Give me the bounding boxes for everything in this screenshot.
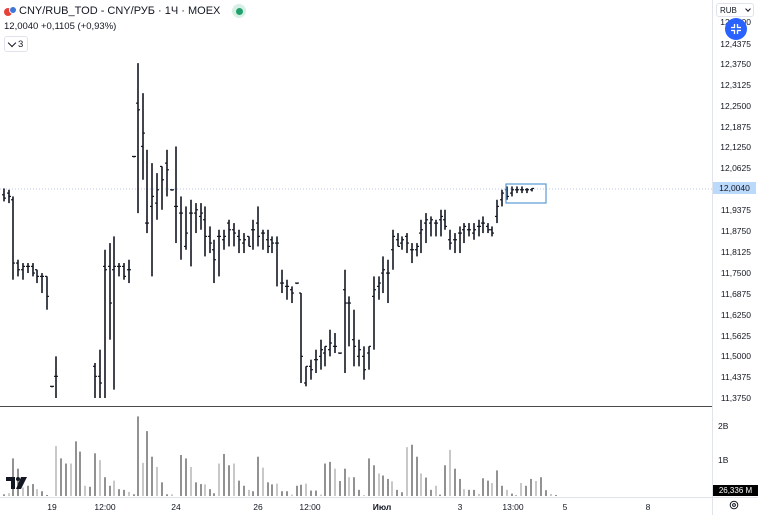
price-tick-label: 12,1250 [720,142,751,152]
last-bars-highlight-box [505,183,547,204]
time-tick-label: Июл [372,502,392,512]
price-tick-label: 12,2500 [720,101,751,111]
price-tick-label: 11,5000 [720,351,751,361]
time-tick-label: 12:00 [94,502,116,512]
price-tick-label: 11,5625 [720,331,751,341]
time-tick-label: 26 [253,502,263,512]
price-tick-label: 12,3125 [720,80,751,90]
time-tick-label: 13:00 [502,502,524,512]
settings-icon[interactable] [729,500,739,510]
time-axis[interactable]: 19 12:00 24 26 12:00 Июл 3 13:00 5 8 [0,497,712,515]
price-tick-label: 11,4375 [720,372,751,382]
time-tick-label: 8 [645,502,651,512]
market-open-status-icon[interactable] [232,4,247,18]
time-tick-label: 19 [47,502,57,512]
price-change-line: 12,0040 +0,1105 (+0,93%) [4,21,117,32]
volume-pane[interactable] [0,407,712,497]
volume-tick-label: 2B [718,421,729,431]
time-tick-label: 24 [171,502,181,512]
price-tick-label: 12,0625 [720,163,751,173]
volume-bars [3,416,557,496]
price-chart-pane[interactable] [0,0,712,406]
price-tick-label: 11,6250 [720,310,751,320]
volume-tick-label: 1B [718,455,729,465]
indicators-count: 3 [18,38,24,50]
price-tick-label: 11,3750 [720,393,751,403]
time-tick-label: 3 [457,502,463,512]
price-tick-label: 11,8125 [720,247,751,257]
currency-value: RUB [720,5,737,15]
collapse-arrows-icon [731,24,741,34]
pane-separator[interactable] [0,406,712,407]
price-tick-label: 11,6875 [720,289,751,299]
axis-corner [712,497,758,515]
currency-pair-flag-icon [4,5,17,17]
time-tick-label: 12:00 [299,502,321,512]
chevron-down-icon [7,38,17,47]
last-price-label: 12,0040 [713,182,756,194]
time-tick-label: 5 [562,502,568,512]
price-tick-label: 11,9375 [720,205,751,215]
currency-select[interactable]: RUB [716,3,754,17]
price-tick-label: 12,1875 [720,122,751,132]
ohlc-bars [0,63,712,398]
price-tick-label: 12,4375 [720,39,751,49]
tradingview-logo-icon[interactable] [6,477,28,489]
last-volume-label: 26,336 M [713,485,758,496]
price-axis[interactable]: 12,500012,437512,375012,312512,250012,18… [712,0,758,497]
auto-scale-button[interactable] [725,18,747,40]
indicators-collapse-button[interactable]: 3 [4,36,29,52]
price-tick-label: 12,3750 [720,59,751,69]
symbol-title[interactable]: CNY/RUB_TOD - CNY/РУБ · 1Ч · MOEX [19,5,221,17]
price-tick-label: 11,7500 [720,268,751,278]
price-tick-label: 11,8750 [720,226,751,236]
chart-legend: CNY/RUB_TOD - CNY/РУБ · 1Ч · MOEX 12,004… [4,4,247,52]
chevron-down-icon [745,6,751,12]
